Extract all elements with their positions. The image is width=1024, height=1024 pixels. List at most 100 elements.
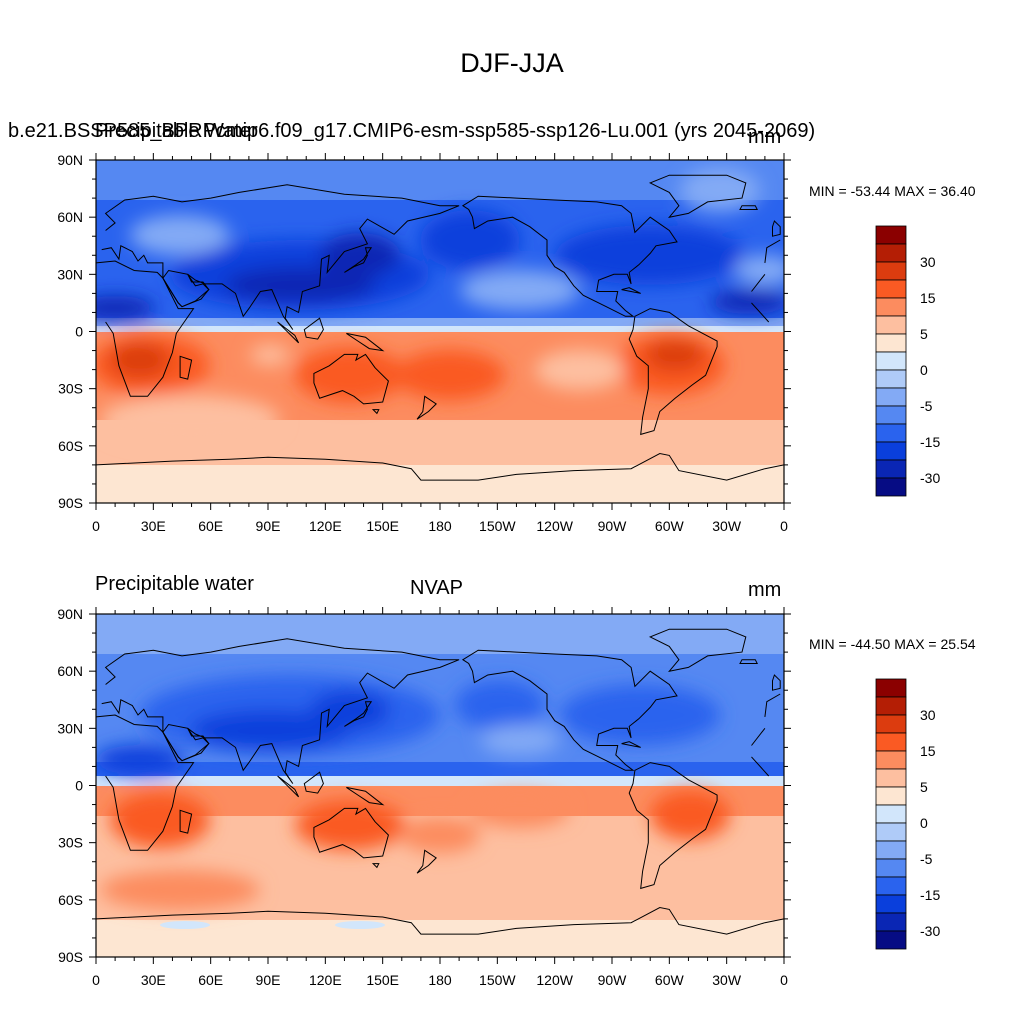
colorbar-label: 30 xyxy=(920,707,936,723)
coastline-australia xyxy=(313,353,389,405)
coastline-antarctica xyxy=(96,452,784,481)
colorbar-label: 15 xyxy=(920,743,936,759)
lon-tick-label: 180 xyxy=(428,972,452,988)
colorbar-swatch xyxy=(875,369,907,389)
lat-tick-label: 30S xyxy=(58,381,83,397)
lon-tick-label: 60E xyxy=(198,972,223,988)
colorbar-swatch xyxy=(875,333,907,353)
coastline-antarctica xyxy=(96,906,784,935)
lon-tick-label: 120E xyxy=(309,972,342,988)
lon-tick-label: 120W xyxy=(536,518,573,534)
coastline-newzealand xyxy=(416,395,437,420)
colorbar-swatch xyxy=(875,405,907,425)
colorbar-swatch xyxy=(875,279,907,299)
panel1-case-title: b.e21.BSSP585_BPRPcmip6.f09_g17.CMIP6-es… xyxy=(8,120,816,142)
lon-tick-label: 90W xyxy=(598,518,628,534)
main-title: DJF-JJA xyxy=(460,48,564,78)
coastline-australia xyxy=(313,807,389,859)
colorbar-swatch xyxy=(875,297,907,317)
coastline-sumatra xyxy=(277,775,300,798)
colorbar-swatch xyxy=(875,786,907,806)
colorbar-label: -15 xyxy=(920,887,940,903)
colorbar-label: 0 xyxy=(920,815,928,831)
coastline-newguinea xyxy=(346,786,385,806)
coastline-northamerica xyxy=(461,195,678,317)
coastline-tasmania xyxy=(371,409,380,415)
lat-tick-label: 0 xyxy=(75,778,83,794)
coastline-northamerica xyxy=(461,649,678,771)
colorbar-swatch xyxy=(875,261,907,281)
colorbar-swatch xyxy=(875,225,907,245)
coastline-southamerica xyxy=(628,308,718,436)
colorbar-swatch xyxy=(875,750,907,770)
colorbar-swatch xyxy=(875,930,907,950)
coastline-madagascar xyxy=(179,355,193,380)
coastline-africa xyxy=(96,260,770,397)
coastline-cuba xyxy=(621,741,641,748)
lon-tick-label: 30W xyxy=(712,518,742,534)
lon-tick-label: 150E xyxy=(366,972,399,988)
coastline-japan xyxy=(344,247,373,273)
lon-tick-label: 0 xyxy=(780,518,788,534)
colorbar-label: -30 xyxy=(920,470,940,486)
colorbar-swatch xyxy=(875,315,907,335)
lon-tick-label: 0 xyxy=(92,518,100,534)
colorbar-label: -5 xyxy=(920,851,933,867)
colorbar-label: 30 xyxy=(920,254,936,270)
colorbar-label: 5 xyxy=(920,779,928,795)
colorbar-label: 0 xyxy=(920,362,928,378)
colorbar-swatch xyxy=(875,351,907,371)
lon-tick-label: 150E xyxy=(366,518,399,534)
colorbar-swatch xyxy=(875,912,907,932)
colorbar-swatch xyxy=(875,459,907,479)
lon-tick-label: 120E xyxy=(309,518,342,534)
coastline-borneo xyxy=(303,317,324,340)
lon-tick-label: 60E xyxy=(198,518,223,534)
colorbar-swatch xyxy=(875,423,907,443)
colorbar-swatch xyxy=(875,876,907,896)
colorbar-swatch xyxy=(875,732,907,752)
colorbar-label: -15 xyxy=(920,434,940,450)
lon-tick-label: 90E xyxy=(256,972,281,988)
panel2-map xyxy=(96,614,784,957)
lat-tick-label: 30S xyxy=(58,835,83,851)
lat-tick-label: 60N xyxy=(57,663,83,679)
lon-tick-label: 0 xyxy=(92,972,100,988)
panel2-variable-title: Precipitable water xyxy=(95,573,254,595)
coastline-uk xyxy=(772,674,781,691)
coastline-japan xyxy=(344,701,373,727)
lon-tick-label: 30W xyxy=(712,972,742,988)
coastline-arabia xyxy=(162,269,210,308)
coastline-cuba xyxy=(621,287,641,294)
lat-tick-label: 30N xyxy=(57,720,83,736)
colorbar-swatch xyxy=(875,387,907,407)
coastline-iceland xyxy=(739,205,759,210)
colorbar-swatch xyxy=(875,768,907,788)
lat-tick-label: 60S xyxy=(58,438,83,454)
panel2-units: mm xyxy=(748,579,782,601)
lon-tick-label: 180 xyxy=(428,518,452,534)
coastline-africa xyxy=(96,714,770,851)
lon-tick-label: 60W xyxy=(655,972,685,988)
colorbar-swatch xyxy=(875,822,907,842)
colorbar-swatch xyxy=(875,894,907,914)
lat-tick-label: 0 xyxy=(75,324,83,340)
coastline-sumatra xyxy=(277,321,300,344)
colorbar-label: -30 xyxy=(920,923,940,939)
lat-tick-label: 60N xyxy=(57,209,83,225)
lat-tick-label: 90N xyxy=(57,152,83,168)
colorbar-label: 5 xyxy=(920,326,928,342)
lat-tick-label: 90N xyxy=(57,606,83,622)
lon-tick-label: 30E xyxy=(141,518,166,534)
coastline-iceland xyxy=(739,659,759,664)
colorbar-swatch xyxy=(875,243,907,263)
lon-tick-label: 120W xyxy=(536,972,573,988)
panel1-variable-title: Precipitable Water xyxy=(95,120,258,142)
colorbar-swatch xyxy=(875,696,907,716)
coastline-uk xyxy=(772,220,781,237)
lon-tick-label: 150W xyxy=(479,972,516,988)
panel1-minmax: MIN = -53.44 MAX = 36.40 xyxy=(809,183,976,199)
colorbar-swatch xyxy=(875,714,907,734)
coastline-greenland xyxy=(648,174,747,218)
lat-tick-label: 90S xyxy=(58,949,83,965)
